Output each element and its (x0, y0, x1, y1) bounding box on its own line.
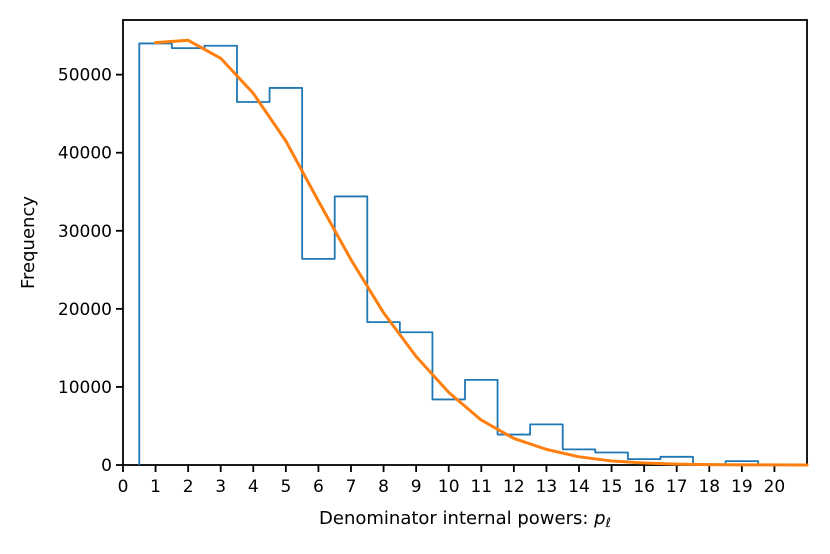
y-axis-tick-label: 40000 (58, 144, 112, 164)
x-axis-tick-label: 10 (438, 477, 460, 497)
x-axis-tick-label: 2 (183, 477, 194, 497)
x-axis-tick-label: 9 (411, 477, 422, 497)
fit-curve-path (154, 38, 809, 467)
x-axis-tick-label: 4 (248, 477, 259, 497)
y-axis-tick-label: 30000 (58, 222, 112, 242)
x-axis-tick-label: 0 (118, 477, 129, 497)
y-axis-tick-label: 20000 (58, 300, 112, 320)
x-axis-tick-label: 11 (470, 477, 492, 497)
x-axis-label: Denominator internal powers: pℓ (319, 508, 611, 531)
x-axis-tick-label: 13 (536, 477, 558, 497)
y-axis-label: Frequency (18, 196, 39, 289)
x-axis-tick-label: 16 (633, 477, 655, 497)
histogram-step-path (138, 42, 792, 466)
y-axis-tick-label: 0 (101, 456, 112, 476)
x-axis-tick-label: 8 (378, 477, 389, 497)
x-axis-tick-label: 17 (666, 477, 688, 497)
x-axis-tick-label: 5 (280, 477, 291, 497)
plot-border (122, 19, 808, 466)
x-axis-tick-label: 1 (150, 477, 161, 497)
x-axis-tick-label: 12 (503, 477, 525, 497)
x-axis-tick-label: 14 (568, 477, 590, 497)
x-axis-tick-label: 18 (698, 477, 720, 497)
x-axis-tick-label: 20 (764, 477, 786, 497)
x-axis-tick-label: 7 (346, 477, 357, 497)
x-axis-tick-label: 15 (601, 477, 623, 497)
y-axis-tick-label: 10000 (58, 378, 112, 398)
x-axis-tick-label: 6 (313, 477, 324, 497)
y-axis-tick-label: 50000 (58, 66, 112, 86)
x-axis-tick-label: 19 (731, 477, 753, 497)
x-axis-tick-label: 3 (215, 477, 226, 497)
